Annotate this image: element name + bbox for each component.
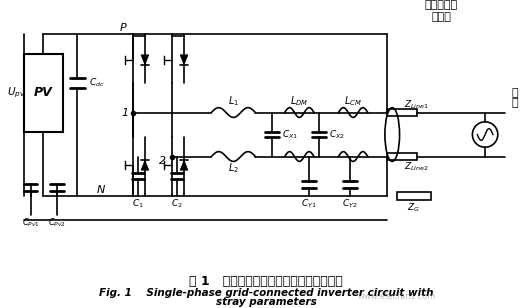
Text: $C_1$: $C_1$ — [132, 197, 144, 210]
Text: 图 1   考虑寄生参数的单相并网逆变器电路: 图 1 考虑寄生参数的单相并网逆变器电路 — [189, 275, 343, 288]
Text: $C_{Pv2}$: $C_{Pv2}$ — [48, 217, 66, 229]
Text: $C_{dc}$: $C_{dc}$ — [89, 77, 105, 89]
Polygon shape — [141, 55, 149, 65]
Circle shape — [472, 122, 498, 147]
Text: $Z_{Line2}$: $Z_{Line2}$ — [404, 160, 429, 172]
Text: $L_1$: $L_1$ — [228, 94, 239, 108]
Bar — [387, 152, 417, 160]
Bar — [397, 192, 431, 200]
Bar — [24, 54, 63, 132]
Text: $Z_{Line1}$: $Z_{Line1}$ — [404, 99, 429, 111]
Polygon shape — [180, 160, 188, 170]
Text: www.elecfans.com: www.elecfans.com — [358, 292, 436, 301]
Text: $C_2$: $C_2$ — [171, 197, 183, 210]
Text: 电: 电 — [511, 88, 518, 98]
Text: PV: PV — [34, 87, 53, 99]
Polygon shape — [141, 160, 149, 170]
Text: $C_{X1}$: $C_{X1}$ — [282, 128, 298, 141]
Text: stray parameters: stray parameters — [216, 297, 317, 307]
Text: $C_{X2}$: $C_{X2}$ — [329, 128, 345, 141]
Text: 2: 2 — [159, 156, 166, 166]
Text: $Z_G$: $Z_G$ — [407, 201, 420, 214]
Polygon shape — [180, 55, 188, 65]
Text: 网: 网 — [511, 98, 518, 108]
Text: N: N — [97, 185, 105, 195]
Text: $L_{DM}$: $L_{DM}$ — [290, 94, 309, 108]
Text: 漏电流电流: 漏电流电流 — [425, 0, 458, 10]
Text: Fig. 1    Single-phase grid-connected inverter circuit with: Fig. 1 Single-phase grid-connected inver… — [99, 288, 434, 298]
Text: $L_{CM}$: $L_{CM}$ — [344, 94, 362, 108]
Text: 1: 1 — [122, 107, 129, 118]
Text: $C_{Y2}$: $C_{Y2}$ — [343, 197, 358, 210]
Text: 测试点: 测试点 — [431, 12, 451, 22]
Bar — [387, 109, 417, 116]
Text: $U_{pv}$: $U_{pv}$ — [6, 86, 25, 100]
Text: $C_{Pv1}$: $C_{Pv1}$ — [22, 217, 39, 229]
Text: $L_2$: $L_2$ — [228, 161, 239, 175]
Text: $C_{Y1}$: $C_{Y1}$ — [301, 197, 317, 210]
Text: P: P — [120, 23, 127, 34]
